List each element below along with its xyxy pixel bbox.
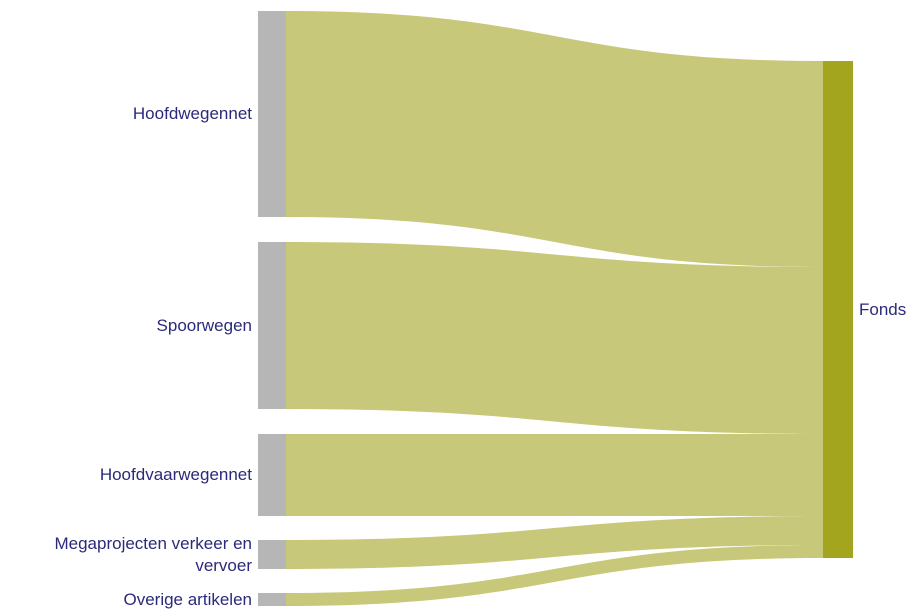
sankey-links — [286, 11, 823, 606]
node-overige-artikelen — [258, 593, 286, 606]
link-spoorwegen — [286, 242, 823, 434]
node-hoofdwegennet — [258, 11, 286, 217]
node-fonds — [823, 61, 853, 558]
node-spoorwegen — [258, 242, 286, 409]
link-overige-artikelen — [286, 545, 823, 606]
node-hoofdvaarwegennet — [258, 434, 286, 516]
label-line: Spoorwegen — [156, 315, 252, 335]
node-megaprojecten-verkeer-en-vervoer — [258, 540, 286, 569]
label-spoorwegen: Spoorwegen — [157, 315, 252, 337]
label-hoofdwegennet: Hoofdwegennet — [133, 103, 252, 125]
link-megaprojecten-verkeer-en-vervoer — [286, 516, 823, 569]
sankey-nodes — [258, 11, 853, 606]
label-megaprojecten-verkeer-en-vervoer: Megaprojecten verkeer en vervoer — [54, 533, 252, 577]
label-overige-artikelen: Overige artikelen — [123, 589, 252, 611]
label-hoofdvaarwegennet: Hoofdvaarwegennet — [100, 464, 252, 486]
label-line: Megaprojecten verkeer en — [54, 533, 252, 553]
label-line: Hoofdwegennet — [132, 104, 252, 123]
link-hoofdvaarwegennet — [286, 434, 823, 516]
label-line: Overige artikelen — [123, 589, 252, 609]
label-fonds: Fonds — [859, 299, 907, 319]
link-hoofdwegennet — [286, 11, 823, 267]
label-line: vervoer — [195, 555, 252, 575]
label-line: Hoofdvaarwegennet — [99, 465, 252, 484]
